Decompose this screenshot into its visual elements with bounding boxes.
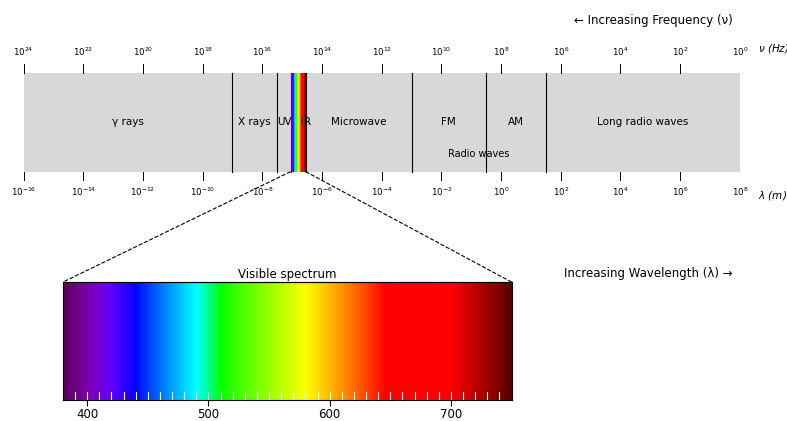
Text: $10^{6}$: $10^{6}$ [672, 186, 689, 198]
Text: $10^{-2}$: $10^{-2}$ [430, 186, 452, 198]
Text: $10^{24}$: $10^{24}$ [13, 46, 34, 59]
Text: $10^{2}$: $10^{2}$ [552, 186, 569, 198]
Text: $10^{0}$: $10^{0}$ [732, 46, 748, 59]
Bar [24, 72, 740, 172]
Text: $10^{16}$: $10^{16}$ [252, 46, 272, 59]
Text: γ rays: γ rays [112, 117, 144, 127]
Text: $10^{4}$: $10^{4}$ [612, 186, 629, 198]
Text: $10^{8}$: $10^{8}$ [732, 186, 748, 198]
Text: ← Increasing Frequency (ν): ← Increasing Frequency (ν) [574, 13, 733, 27]
Text: $10^{18}$: $10^{18}$ [193, 46, 212, 59]
Text: AM: AM [508, 117, 524, 127]
Text: $10^{22}$: $10^{22}$ [73, 46, 94, 59]
Text: $10^{14}$: $10^{14}$ [312, 46, 332, 59]
Text: $10^{10}$: $10^{10}$ [431, 46, 452, 59]
Text: $10^{-12}$: $10^{-12}$ [131, 186, 156, 198]
Text: X rays: X rays [238, 117, 272, 127]
Text: UV: UV [277, 117, 291, 127]
Text: $\nu$ (Hz): $\nu$ (Hz) [758, 42, 787, 55]
Text: $10^{6}$: $10^{6}$ [552, 46, 569, 59]
Text: $10^{0}$: $10^{0}$ [493, 186, 509, 198]
Text: $10^{-10}$: $10^{-10}$ [190, 186, 216, 198]
Text: Long radio waves: Long radio waves [597, 117, 689, 127]
Title: Visible spectrum: Visible spectrum [238, 268, 337, 281]
Text: $10^{-6}$: $10^{-6}$ [312, 186, 333, 198]
Text: $10^{-14}$: $10^{-14}$ [71, 186, 96, 198]
Text: $10^{2}$: $10^{2}$ [672, 46, 689, 59]
Text: Microwave: Microwave [331, 117, 386, 127]
Text: Radio waves: Radio waves [448, 149, 509, 159]
Text: $10^{8}$: $10^{8}$ [493, 46, 509, 59]
Text: $10^{20}$: $10^{20}$ [133, 46, 153, 59]
Text: FM: FM [442, 117, 456, 127]
Text: $10^{-16}$: $10^{-16}$ [11, 186, 36, 198]
Text: Increasing Wavelength (λ) →: Increasing Wavelength (λ) → [564, 267, 733, 280]
Text: $10^{4}$: $10^{4}$ [612, 46, 629, 59]
Text: $\lambda$ (m): $\lambda$ (m) [758, 189, 787, 202]
Text: IR: IR [301, 117, 311, 127]
Text: $10^{-4}$: $10^{-4}$ [371, 186, 393, 198]
Text: $10^{-8}$: $10^{-8}$ [252, 186, 273, 198]
Text: $10^{12}$: $10^{12}$ [371, 46, 392, 59]
